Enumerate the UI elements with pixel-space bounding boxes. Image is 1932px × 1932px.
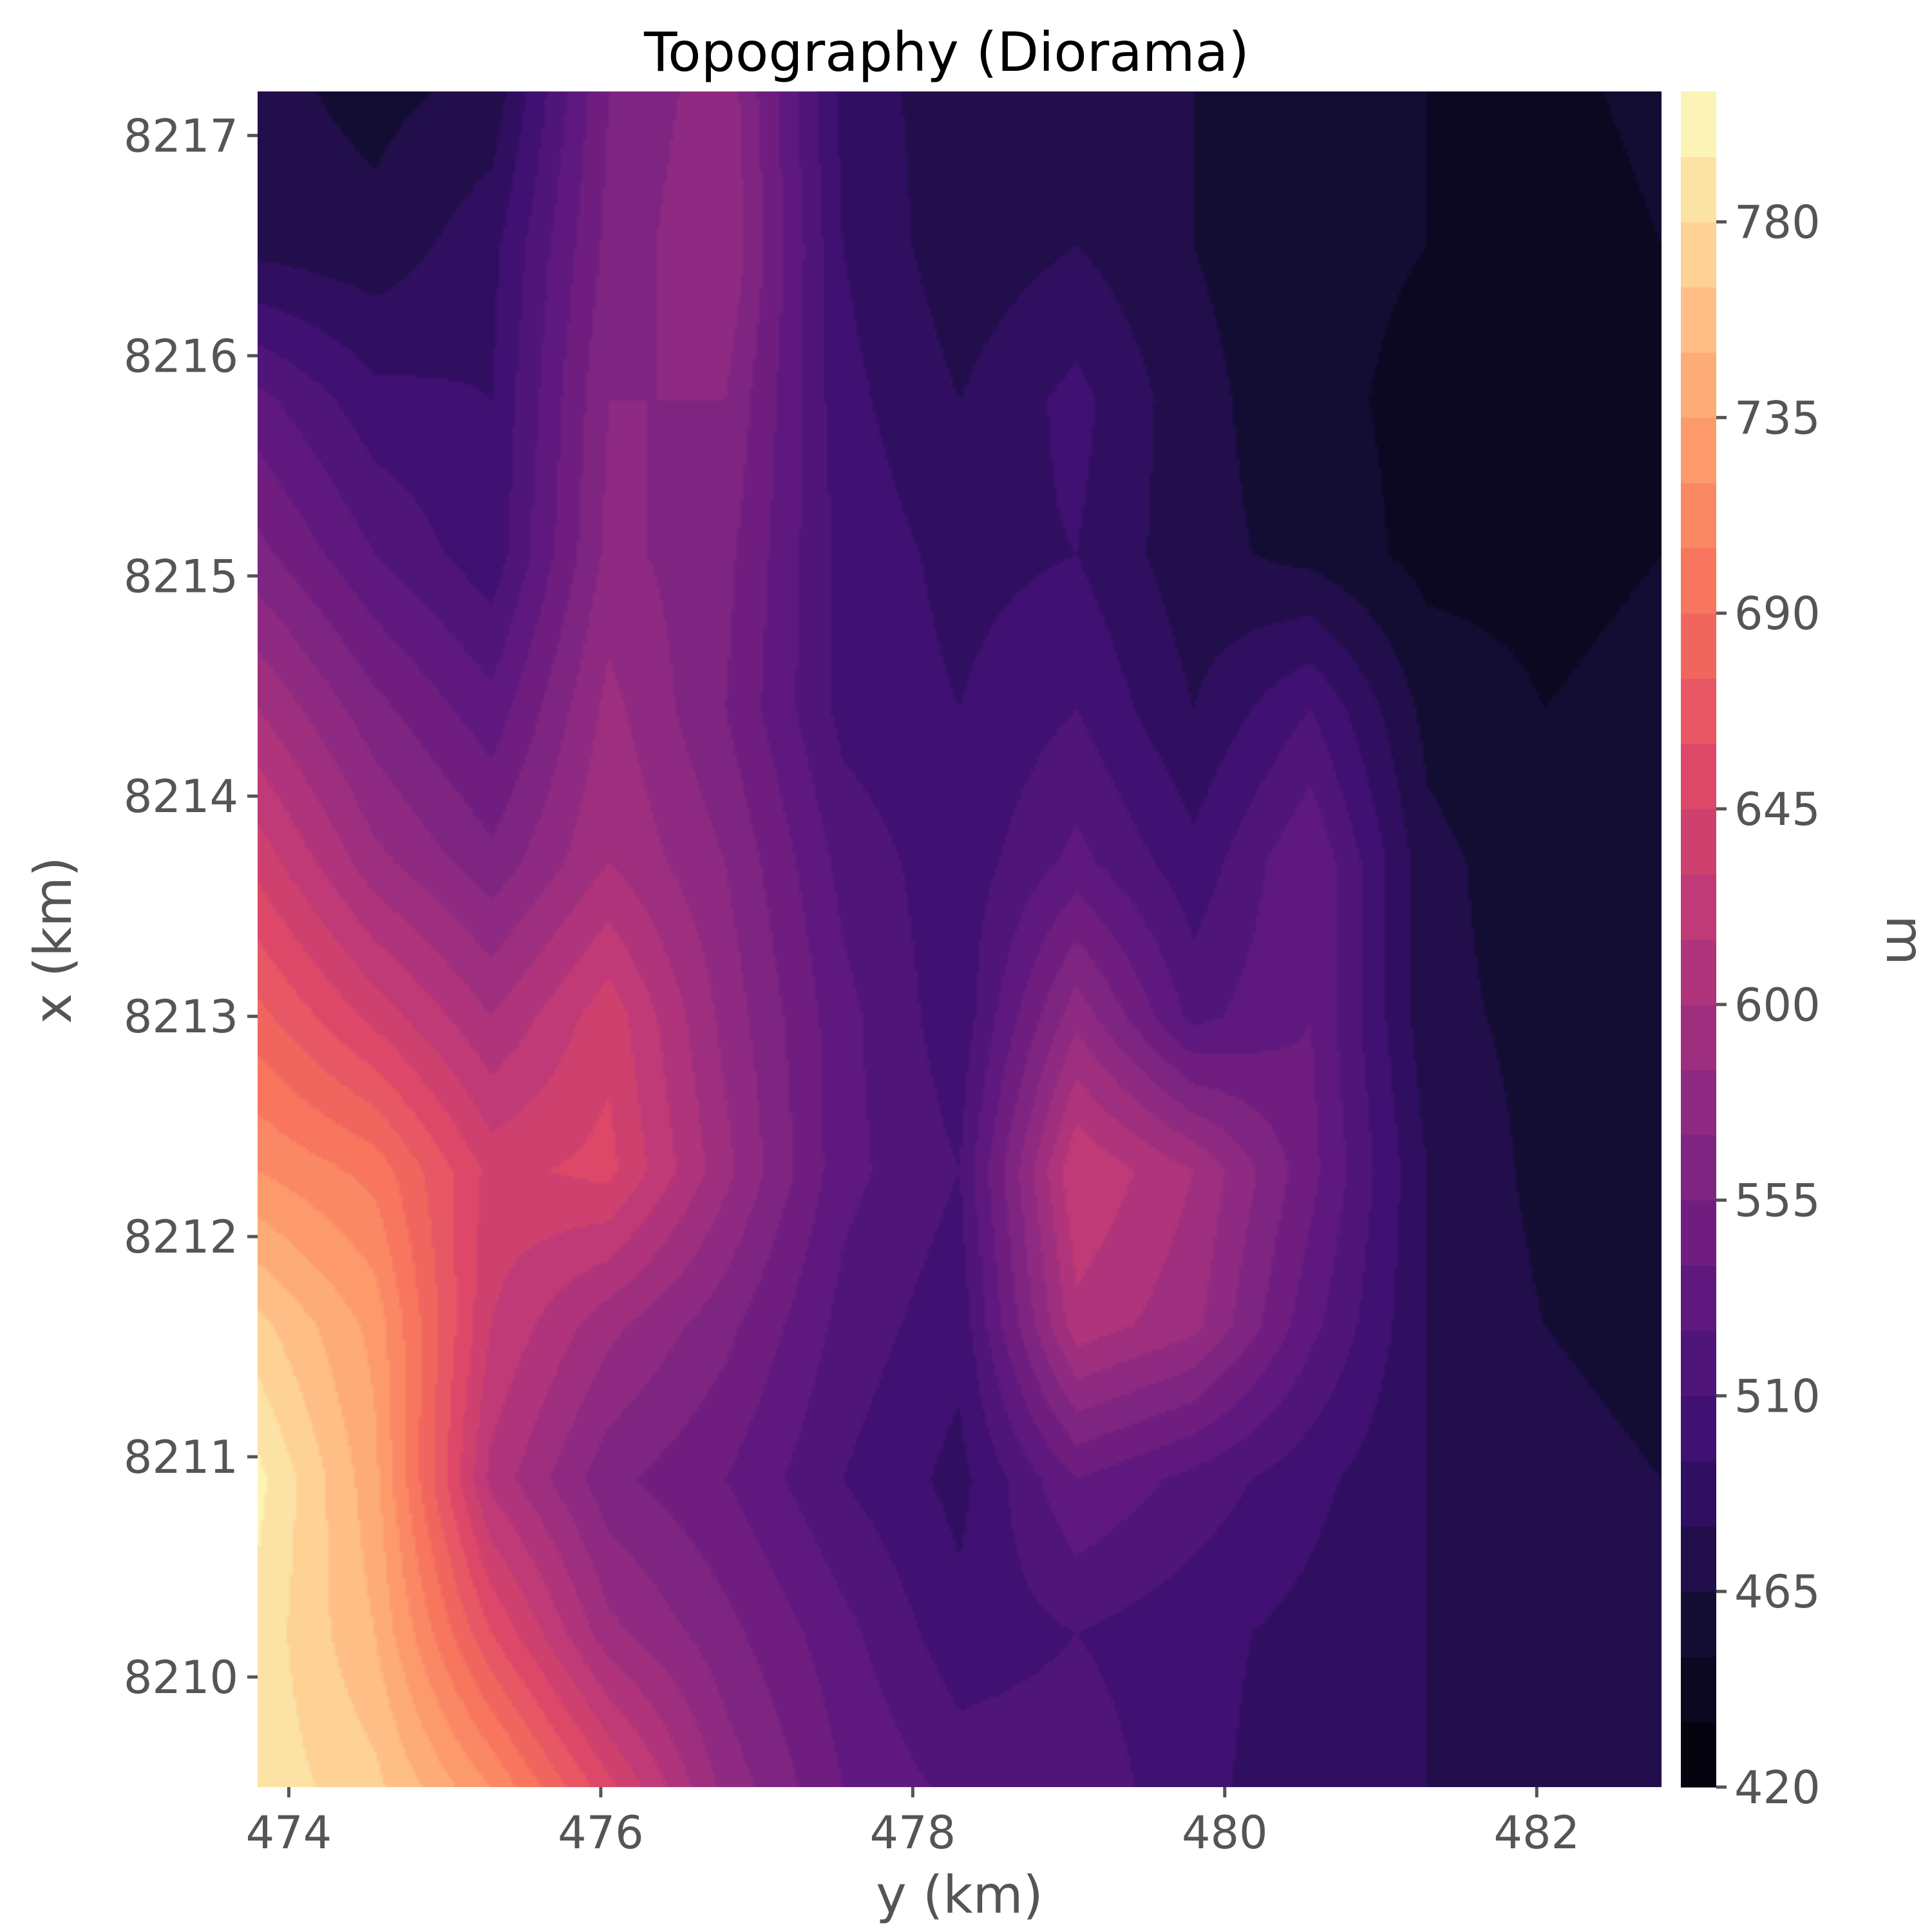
colorbar-tick-label: 645	[1734, 783, 1821, 836]
y-tick-label: 8211	[124, 1431, 238, 1484]
colorbar: 420 465 510 555 600 645 690 735 780 m	[1681, 91, 1932, 1814]
x-tick-label: 482	[1493, 1806, 1580, 1859]
colorbar-band	[1681, 91, 1716, 157]
colorbar-tick-label: 420	[1734, 1761, 1821, 1814]
colorbar-tick-label: 780	[1734, 196, 1821, 249]
contour-surface	[258, 91, 1662, 1787]
colorbar-band	[1681, 1331, 1716, 1396]
colorbar-band	[1681, 1200, 1716, 1266]
colorbar-band	[1681, 808, 1716, 875]
colorbar-tick-label: 690	[1734, 587, 1821, 640]
colorbar-band	[1681, 678, 1716, 744]
x-tick-label: 476	[558, 1806, 644, 1859]
y-tick-label: 8216	[124, 330, 238, 383]
x-tick-label: 474	[246, 1806, 332, 1859]
colorbar-band	[1681, 482, 1716, 549]
colorbar-band	[1681, 1656, 1716, 1723]
colorbar-label: m	[1875, 915, 1932, 965]
colorbar-band	[1681, 939, 1716, 1005]
chart-title: Topography (Diorama)	[643, 21, 1249, 84]
plot-area	[258, 91, 1662, 1787]
colorbar-band	[1681, 1265, 1716, 1331]
y-axis-label: x (km)	[23, 857, 83, 1023]
y-axis: 8210 8211 8212 8213 8214 8215 8216 8217	[124, 109, 258, 1704]
y-tick-label: 8210	[124, 1651, 238, 1704]
y-tick-label: 8214	[124, 770, 238, 823]
colorbar-tick-label: 600	[1734, 979, 1821, 1032]
colorbar-band	[1681, 222, 1716, 288]
y-tick-label: 8213	[124, 990, 238, 1043]
colorbar-band	[1681, 547, 1716, 614]
colorbar-band	[1681, 1526, 1716, 1592]
colorbar-band	[1681, 417, 1716, 484]
colorbar-bands	[1681, 91, 1716, 1788]
colorbar-band	[1681, 1591, 1716, 1658]
x-tick-label: 480	[1182, 1806, 1268, 1859]
colorbar-band	[1681, 1396, 1716, 1462]
colorbar-band	[1681, 352, 1716, 418]
colorbar-band	[1681, 1461, 1716, 1527]
colorbar-band	[1681, 874, 1716, 940]
x-tick-label: 478	[870, 1806, 956, 1859]
colorbar-band	[1681, 1070, 1716, 1135]
y-tick-label: 8212	[124, 1211, 238, 1264]
colorbar-band	[1681, 743, 1716, 810]
colorbar-band	[1681, 613, 1716, 679]
colorbar-band	[1681, 1721, 1716, 1788]
colorbar-band	[1681, 1135, 1716, 1201]
y-tick-label: 8215	[124, 550, 238, 603]
colorbar-band	[1681, 156, 1716, 223]
colorbar-tick-label: 735	[1734, 392, 1821, 444]
x-axis-label: y (km)	[876, 1865, 1043, 1925]
colorbar-band	[1681, 1004, 1716, 1070]
colorbar-tick-label: 555	[1734, 1175, 1821, 1227]
x-axis: 474 476 478 480 482	[246, 1787, 1580, 1859]
y-tick-label: 8217	[124, 109, 238, 162]
colorbar-band	[1681, 287, 1716, 353]
colorbar-ticks: 420 465 510 555 600 645 690 735 780	[1716, 196, 1821, 1814]
colorbar-tick-label: 465	[1734, 1566, 1821, 1618]
colorbar-tick-label: 510	[1734, 1370, 1821, 1423]
